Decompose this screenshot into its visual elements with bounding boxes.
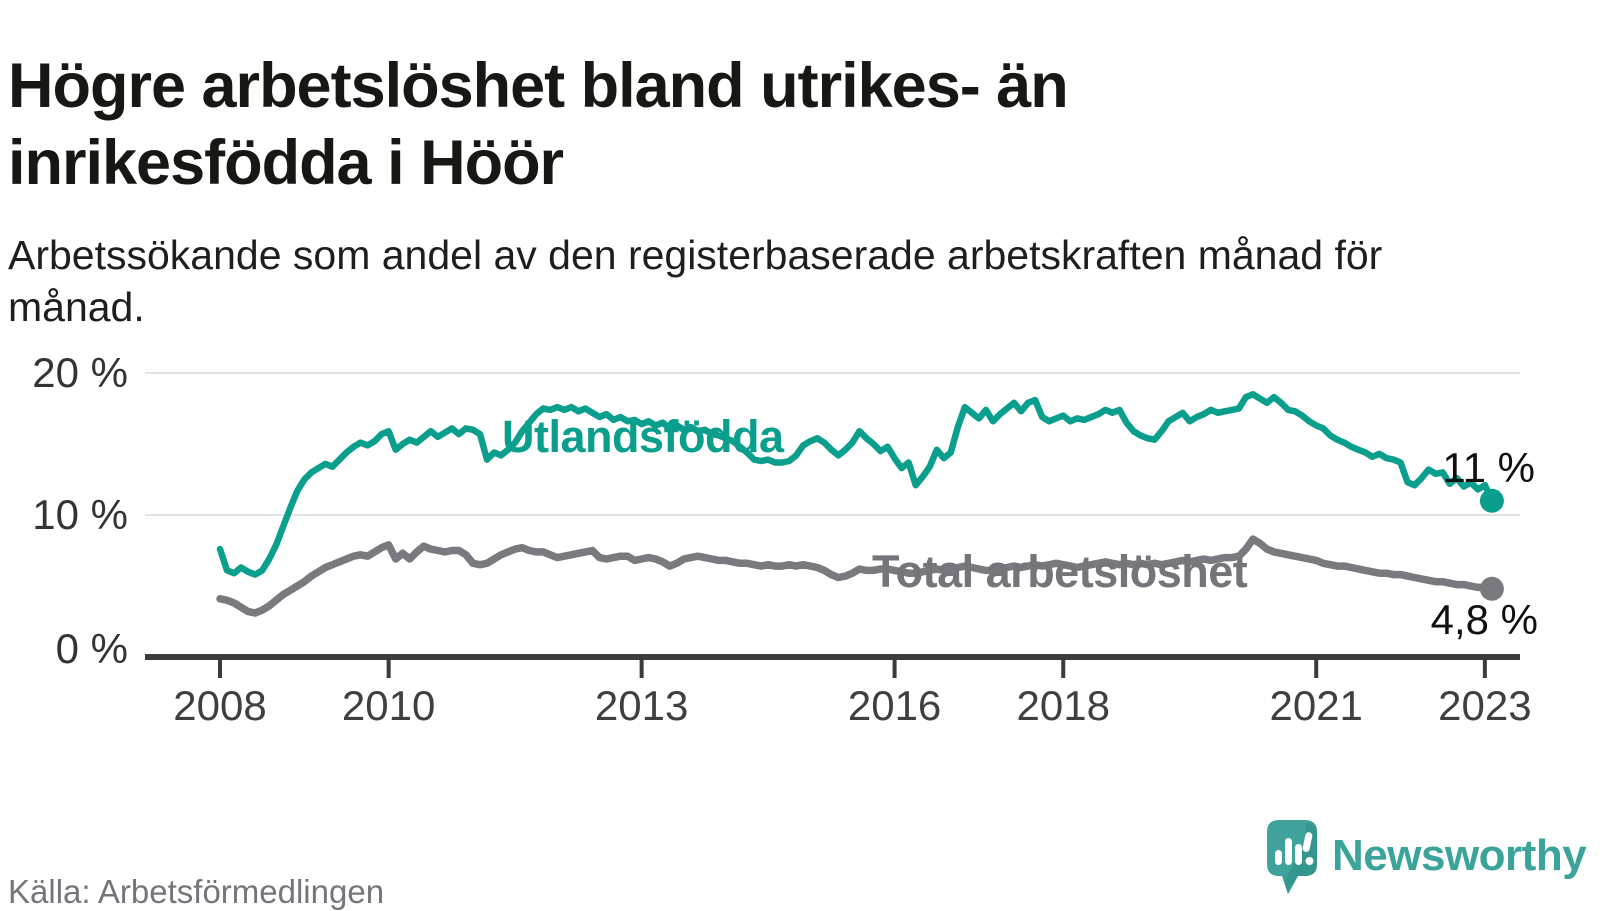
x-tick-label-2016: 2016	[847, 682, 942, 729]
x-tick-label-2018: 2018	[1016, 682, 1110, 729]
source-note: Källa: Arbetsförmedlingen	[8, 873, 385, 910]
y-tick-label-0: 0 %	[55, 625, 128, 672]
x-tick-label-2021: 2021	[1269, 682, 1363, 729]
series-end-dot-total	[1479, 576, 1504, 601]
y-tick-label-20: 20 %	[32, 349, 128, 396]
series-label-total-arbetsloshet: Total arbetslöshet	[872, 546, 1248, 597]
x-tick-label-2010: 2010	[341, 682, 436, 729]
brand-wordmark: Newsworthy	[1332, 831, 1587, 880]
end-value-total: 4,8 %	[1430, 596, 1538, 643]
end-value-utlandsfodda: 11 %	[1442, 444, 1535, 491]
brand-logo: Newsworthy	[1262, 816, 1587, 896]
map-pin-bar-chart-icon	[1267, 820, 1317, 894]
page-title: Högre arbetslöshet bland utrikes- än inr…	[8, 51, 1069, 199]
y-tick-label-10: 10 %	[32, 491, 128, 538]
series-line-total	[216, 535, 1496, 617]
series-label-utlandsfodda: Utlandsfödda	[502, 411, 784, 462]
series-end-dot-utlandsfodda	[1479, 488, 1504, 513]
x-tick-label-2008: 2008	[173, 682, 267, 729]
series-line-utlandsfodda	[216, 391, 1496, 578]
x-tick-label-2013: 2013	[594, 682, 689, 729]
page-subtitle: Arbetssökande som andel av den registerb…	[8, 232, 1383, 331]
x-tick-label-2023: 2023	[1438, 682, 1532, 729]
